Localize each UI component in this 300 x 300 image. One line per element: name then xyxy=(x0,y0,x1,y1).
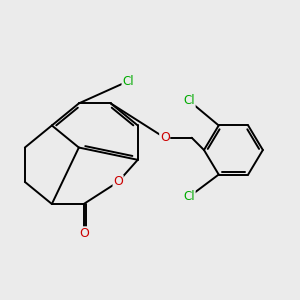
Text: Cl: Cl xyxy=(183,94,195,107)
Text: Cl: Cl xyxy=(122,75,134,88)
Text: O: O xyxy=(160,131,170,144)
Text: O: O xyxy=(79,227,89,240)
Text: Cl: Cl xyxy=(183,190,195,203)
Text: O: O xyxy=(113,176,123,188)
